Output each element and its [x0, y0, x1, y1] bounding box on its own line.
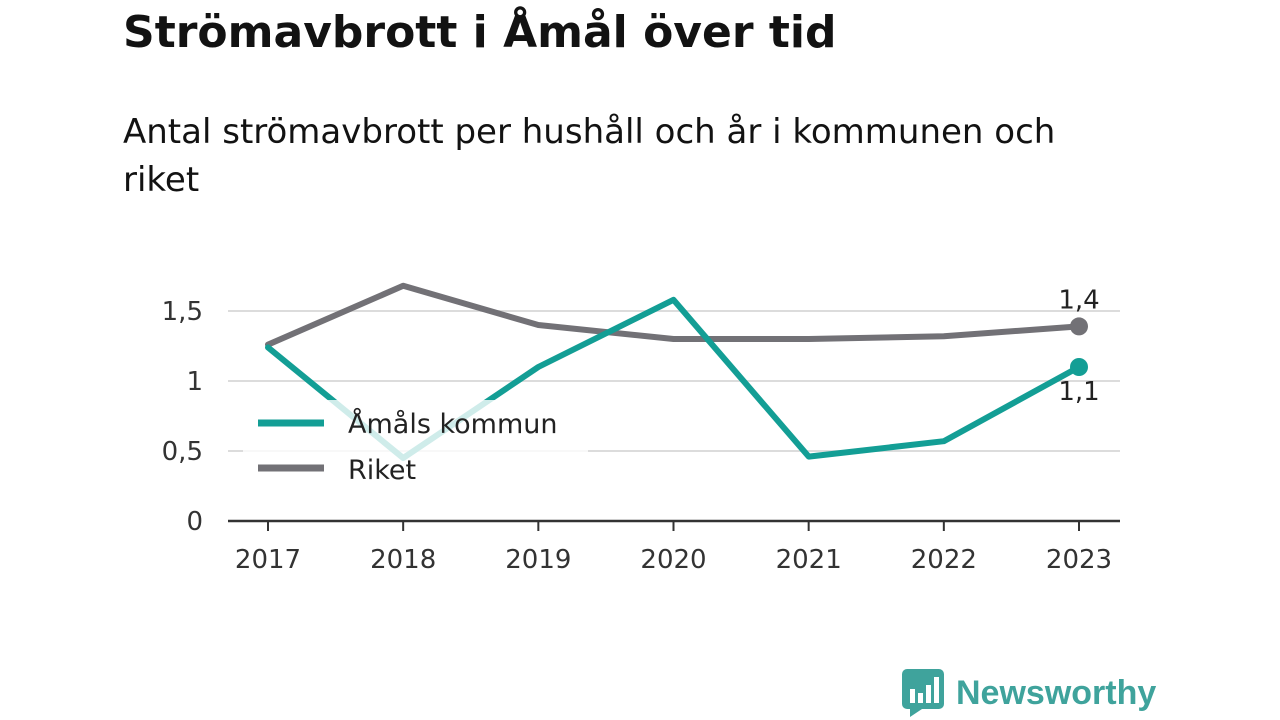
series-line-riket — [265, 282, 1082, 348]
x-tick-label: 2022 — [911, 545, 977, 575]
data-labels: 1,4 1,1 — [1058, 285, 1099, 407]
x-tick-label: 2021 — [776, 545, 842, 575]
legend: Åmåls kommun Riket — [243, 400, 588, 492]
y-tick-label: 0 — [186, 507, 203, 537]
x-tick-label: 2020 — [640, 545, 706, 575]
y-tick-label: 1,5 — [162, 297, 203, 327]
end-point-riket — [1070, 317, 1088, 336]
chart-title: Strömavbrott i Åmål över tid — [123, 7, 837, 58]
logo-text: Newsworthy — [956, 673, 1157, 712]
bar-chart-speech-bubble-icon — [902, 669, 944, 717]
y-tick-label: 0,5 — [162, 437, 203, 467]
chart-subtitle: Antal strömavbrott per hushåll och år i … — [123, 112, 1056, 200]
newsworthy-logo: Newsworthy — [902, 668, 1156, 718]
legend-label-riket: Riket — [348, 455, 416, 486]
x-tick-label: 2017 — [235, 545, 301, 575]
y-tick-label: 1 — [186, 367, 203, 397]
data-label-amal-kommun: 1,1 — [1058, 377, 1099, 407]
x-tick-label: 2018 — [370, 545, 436, 575]
legend-label-amal-kommun: Åmåls kommun — [348, 408, 558, 440]
x-tick-label: 2023 — [1046, 545, 1112, 575]
data-label-riket: 1,4 — [1058, 285, 1099, 315]
legend-background — [243, 400, 588, 492]
end-point-amal-kommun — [1070, 358, 1088, 376]
axes: 0 0,5 1 1,5 2017 2018 2019 2020 2021 2022 2023 — [162, 297, 1120, 575]
x-tick-label: 2019 — [505, 545, 571, 575]
